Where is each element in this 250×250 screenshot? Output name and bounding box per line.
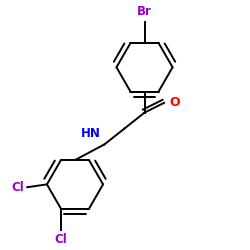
Text: Cl: Cl: [12, 181, 24, 194]
Text: HN: HN: [81, 127, 101, 140]
Text: Br: Br: [137, 4, 152, 18]
Text: O: O: [170, 96, 180, 109]
Text: Cl: Cl: [54, 233, 67, 246]
